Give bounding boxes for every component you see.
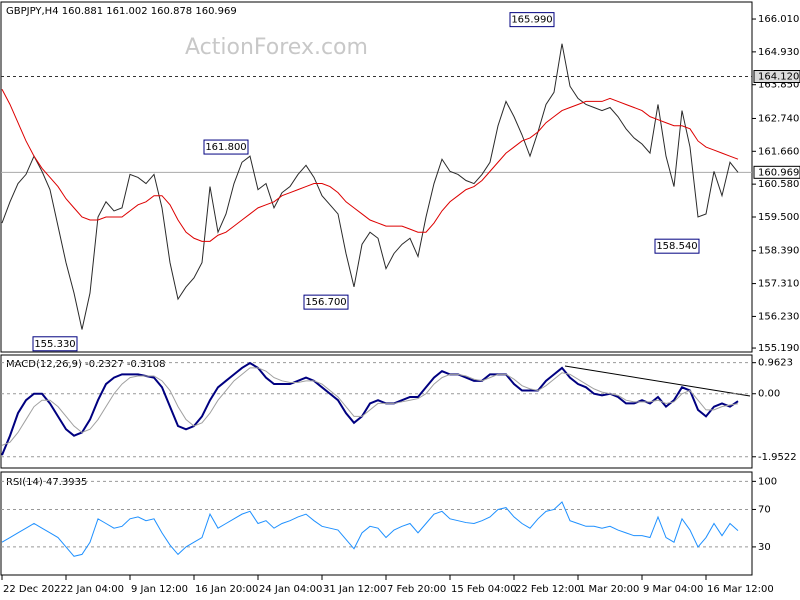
macd-title: MACD(12,26,9) -0.2327 -0.3108 — [6, 359, 166, 370]
y-tick-label: 30 — [758, 542, 771, 553]
annotation: 161.800 — [205, 142, 246, 153]
y-tick-label: 155.190 — [758, 343, 799, 354]
h-line-label-box — [753, 70, 800, 84]
rsi-panel — [0, 471, 753, 576]
annotation-box — [509, 12, 555, 28]
y-tick-label: -1.9522 — [758, 452, 797, 463]
watermark: ActionForex.com — [185, 35, 368, 60]
annotation-box — [654, 238, 700, 254]
price-panel — [0, 1, 753, 353]
y-tick-label: 0.00 — [758, 389, 780, 400]
trend-line — [564, 365, 751, 397]
h-line-label: 160.969 — [758, 167, 799, 178]
y-tick-label: 156.230 — [758, 311, 799, 322]
x-tick-label: 22 Feb 12:00 — [515, 584, 581, 595]
y-tick-label: 100 — [758, 476, 777, 487]
x-tick-label: 16 Jan 20:00 — [195, 584, 258, 595]
y-tick-label: 163.850 — [758, 80, 799, 91]
series-line — [1, 367, 739, 446]
annotation: 155.330 — [34, 339, 75, 350]
y-tick-label: 159.500 — [758, 212, 799, 223]
annotation: 156.700 — [305, 297, 346, 308]
x-tick-label: 1 Mar 20:00 — [579, 584, 639, 595]
x-tick-label: 31 Jan 12:00 — [323, 584, 386, 595]
y-tick-label: 158.390 — [758, 246, 799, 257]
y-tick-label: 70 — [758, 504, 771, 515]
h-line-label: 164.120 — [758, 72, 799, 83]
macd-panel — [0, 354, 753, 469]
x-tick-label: 9 Mar 04:00 — [643, 584, 703, 595]
y-tick-label: 0.9623 — [758, 358, 793, 369]
annotation-box — [32, 336, 78, 352]
y-tick-label: 161.660 — [758, 146, 799, 157]
y-tick-label: 160.580 — [758, 179, 799, 190]
series-line — [1, 361, 739, 456]
x-tick-label: 15 Feb 04:00 — [451, 584, 517, 595]
annotation: 165.990 — [511, 15, 552, 26]
x-tick-label: 7 Feb 20:00 — [387, 584, 446, 595]
h-line-label-box — [753, 165, 800, 179]
rsi-title: RSI(14) 47.3935 — [6, 477, 87, 488]
y-tick-label: 162.740 — [758, 113, 799, 124]
price-title: GBPJPY,H4 160.881 161.002 160.878 160.96… — [6, 6, 237, 17]
y-tick-label: 157.310 — [758, 279, 799, 290]
x-tick-label: 24 Jan 04:00 — [259, 584, 322, 595]
x-tick-label: 2 Jan 04:00 — [67, 584, 124, 595]
y-tick-label: 164.930 — [758, 47, 799, 58]
series-line — [1, 89, 739, 242]
series-line — [1, 43, 739, 330]
series-line — [1, 501, 739, 557]
annotation: 158.540 — [656, 241, 697, 252]
x-tick-label: 16 Mar 12:00 — [707, 584, 774, 595]
x-tick-label: 9 Jan 12:00 — [131, 584, 188, 595]
annotation-box — [303, 294, 349, 310]
y-tick-label: 166.010 — [758, 14, 799, 25]
x-tick-label: 22 Dec 2022 — [3, 584, 67, 595]
annotation-box — [203, 139, 249, 155]
